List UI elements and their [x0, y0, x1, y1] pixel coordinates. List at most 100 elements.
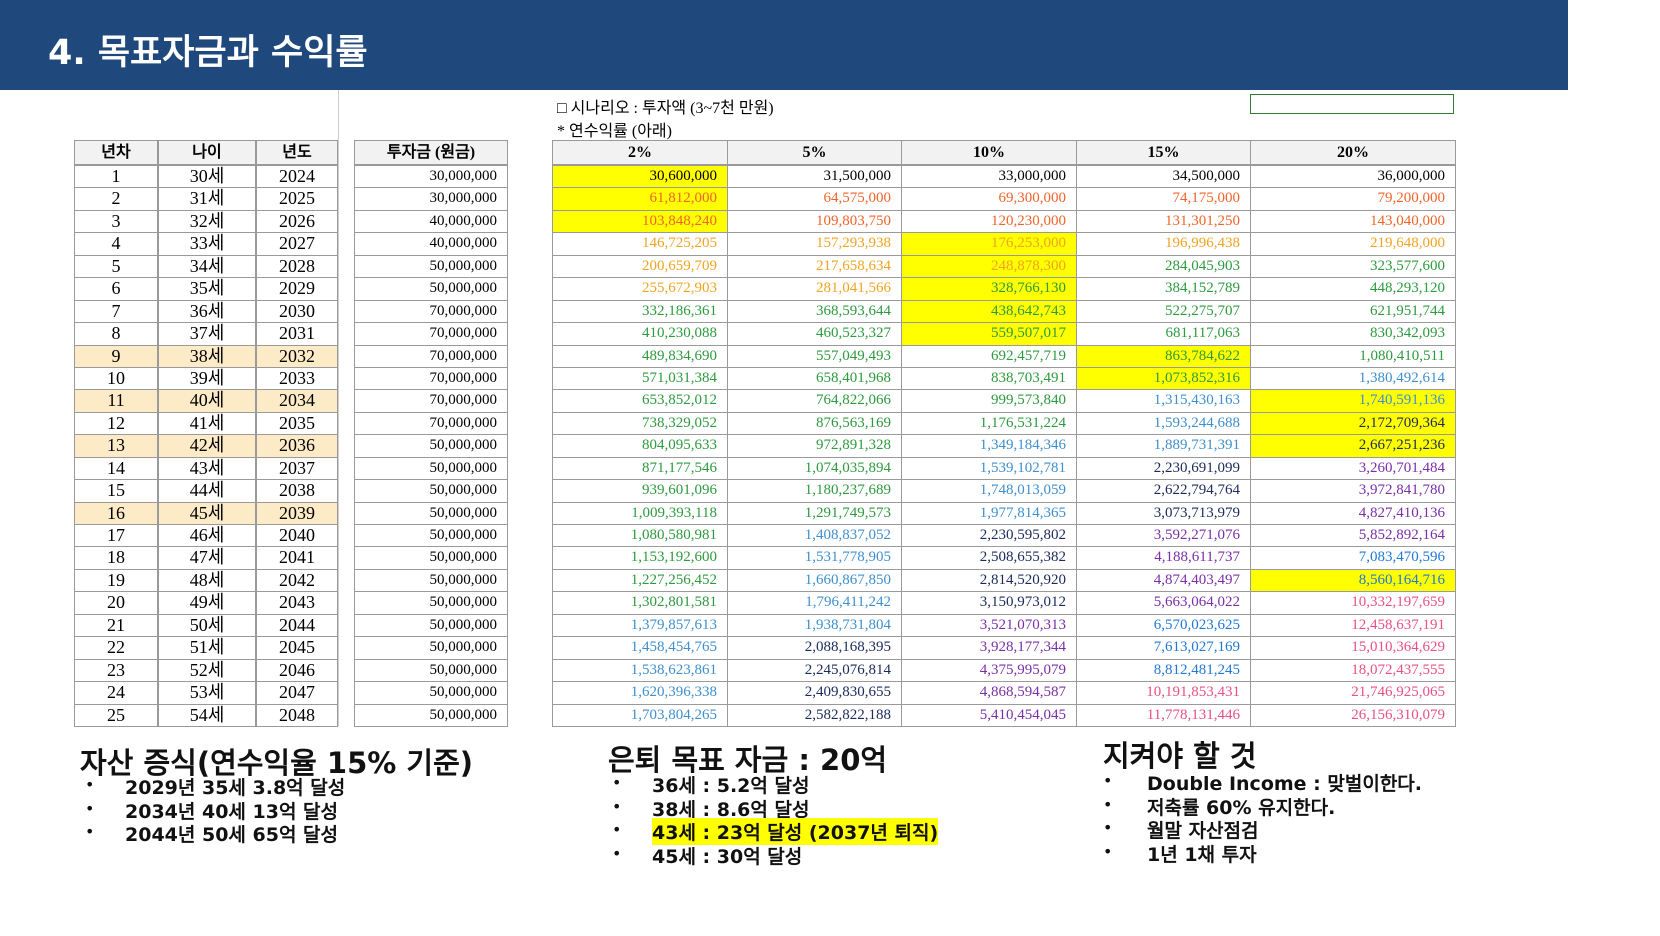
- bullet-dot: •: [612, 820, 622, 839]
- table-cell: 7: [74, 299, 158, 324]
- table-cell: 33,000,000: [901, 165, 1077, 189]
- table-cell: 5,852,892,164: [1250, 524, 1456, 548]
- table-cell: 61,812,000: [552, 187, 728, 211]
- table-cell: 30,000,000: [354, 187, 508, 211]
- table-cell: 2036: [256, 434, 338, 458]
- table-cell: 24: [74, 681, 158, 705]
- table-cell: 2043: [256, 591, 338, 615]
- table-cell: 2035: [256, 411, 338, 436]
- table-cell: 764,822,066: [727, 389, 902, 413]
- table-cell: 559,507,017: [901, 322, 1077, 346]
- bullet-text: 저축률 60% 유지한다.: [1147, 796, 1336, 819]
- column-header: 투자금 (원금): [354, 140, 508, 165]
- column-header: 10%: [901, 140, 1077, 165]
- table-cell: 51세: [158, 636, 256, 660]
- column-header: 5%: [727, 140, 902, 165]
- table-cell: 45세: [158, 501, 256, 526]
- table-cell: 50,000,000: [354, 434, 508, 458]
- table-cell: 50,000,000: [354, 524, 508, 548]
- table-cell: 2,582,822,188: [727, 703, 902, 727]
- section-title: 은퇴 목표 자금 : 20억: [608, 743, 888, 777]
- table-cell: 17: [74, 524, 158, 548]
- table-cell: 7,613,027,169: [1076, 636, 1251, 660]
- table-cell: 489,834,690: [552, 344, 728, 368]
- table-cell: 74,175,000: [1076, 187, 1251, 211]
- table-cell: 50,000,000: [354, 591, 508, 615]
- table-cell: 196,996,438: [1076, 232, 1251, 256]
- table-cell: 37세: [158, 322, 256, 346]
- scenario-note: * 연수익률 (아래): [557, 123, 672, 140]
- table-cell: 621,951,744: [1250, 299, 1456, 324]
- table-cell: 871,177,546: [552, 456, 728, 481]
- bullet-dot: •: [1103, 771, 1113, 790]
- table-cell: 2,814,520,920: [901, 568, 1077, 593]
- table-cell: 738,329,052: [552, 411, 728, 436]
- table-cell: 681,117,063: [1076, 322, 1251, 346]
- table-cell: 2,409,830,655: [727, 681, 902, 705]
- table-cell: 1,302,801,581: [552, 591, 728, 615]
- table-cell: 2024: [256, 165, 338, 189]
- table-cell: 939,601,096: [552, 479, 728, 503]
- table-cell: 999,573,840: [901, 389, 1077, 413]
- table-cell: 38세: [158, 344, 256, 368]
- table-cell: 2038: [256, 479, 338, 503]
- bullet-dot: •: [1103, 841, 1113, 861]
- table-cell: 39세: [158, 366, 256, 391]
- table-cell: 658,401,968: [727, 366, 902, 391]
- table-cell: 6: [74, 277, 158, 301]
- table-cell: 2030: [256, 299, 338, 324]
- table-cell: 410,230,088: [552, 322, 728, 346]
- bullet-text: 45세 : 30억 달성: [652, 845, 803, 868]
- table-cell: 384,152,789: [1076, 277, 1251, 301]
- table-cell: 50,000,000: [354, 546, 508, 570]
- table-cell: 10,191,853,431: [1076, 681, 1251, 705]
- bullet-dot: •: [1103, 794, 1113, 814]
- header-band: [0, 0, 1568, 90]
- table-cell: 804,095,633: [552, 434, 728, 458]
- table-cell: 1,080,580,981: [552, 524, 728, 548]
- selection-box: [1250, 94, 1454, 114]
- table-cell: 50,000,000: [354, 613, 508, 638]
- table-cell: 34,500,000: [1076, 165, 1251, 189]
- table-cell: 1,538,623,861: [552, 658, 728, 683]
- bullet-dot: •: [612, 843, 622, 863]
- table-cell: 2047: [256, 681, 338, 705]
- table-cell: 5,410,454,045: [901, 703, 1077, 727]
- table-cell: 2,230,595,802: [901, 524, 1077, 548]
- bullet-text: 2034년 40세 13억 달성: [125, 800, 339, 823]
- table-cell: 1,660,867,850: [727, 568, 902, 593]
- table-cell: 3,073,713,979: [1076, 501, 1251, 526]
- table-cell: 2,088,168,395: [727, 636, 902, 660]
- table-cell: 1,796,411,242: [727, 591, 902, 615]
- table-cell: 332,186,361: [552, 299, 728, 324]
- table-cell: 49세: [158, 591, 256, 615]
- table-cell: 50,000,000: [354, 254, 508, 279]
- table-cell: 653,852,012: [552, 389, 728, 413]
- table-cell: 12,458,637,191: [1250, 613, 1456, 638]
- table-cell: 50세: [158, 613, 256, 638]
- table-cell: 2046: [256, 658, 338, 683]
- table-cell: 2027: [256, 232, 338, 256]
- table-cell: 323,577,600: [1250, 254, 1456, 279]
- table-cell: 131,301,250: [1076, 209, 1251, 234]
- table-cell: 64,575,000: [727, 187, 902, 211]
- table-cell: 255,672,903: [552, 277, 728, 301]
- table-cell: 6,570,023,625: [1076, 613, 1251, 638]
- bullet-text: 월말 자산점검: [1147, 820, 1259, 842]
- table-cell: 70,000,000: [354, 299, 508, 324]
- table-cell: 11,778,131,446: [1076, 703, 1251, 727]
- table-cell: 10,332,197,659: [1250, 591, 1456, 615]
- table-cell: 1,740,591,136: [1250, 389, 1456, 413]
- table-cell: 4: [74, 232, 158, 256]
- table-cell: 20: [74, 591, 158, 615]
- table-cell: 2033: [256, 366, 338, 391]
- table-cell: 47세: [158, 546, 256, 570]
- table-cell: 157,293,938: [727, 232, 902, 256]
- table-cell: 328,766,130: [901, 277, 1077, 301]
- table-cell: 2,667,251,236: [1250, 434, 1456, 458]
- table-cell: 1,408,837,052: [727, 524, 902, 548]
- table-cell: 863,784,622: [1076, 344, 1251, 368]
- table-cell: 44세: [158, 479, 256, 503]
- table-cell: 1: [74, 165, 158, 189]
